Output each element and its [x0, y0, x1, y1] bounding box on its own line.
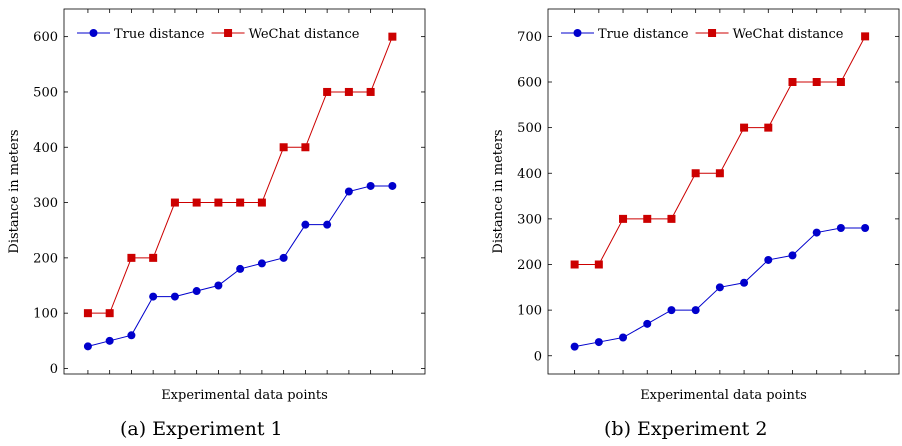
data-point: [366, 181, 375, 190]
y-tick-label: 100: [517, 304, 542, 319]
data-point: [366, 87, 375, 96]
data-point: [214, 198, 223, 207]
data-point: [170, 292, 179, 301]
data-point: [619, 333, 628, 342]
data-point: [323, 87, 332, 96]
data-point: [715, 283, 724, 292]
data-point: [388, 32, 397, 41]
data-point: [105, 309, 114, 318]
data-point: [570, 342, 579, 351]
data-point: [715, 169, 724, 178]
legend-marker: [89, 29, 98, 37]
data-point: [764, 255, 773, 264]
y-axis-label: Distance in meters: [491, 129, 506, 253]
data-point: [643, 214, 652, 223]
data-point: [301, 220, 310, 229]
data-point: [257, 198, 266, 207]
data-point: [667, 306, 676, 315]
y-tick-label: 0: [50, 362, 58, 377]
data-point: [279, 143, 288, 152]
y-tick-label: 0: [534, 349, 542, 364]
data-point: [691, 169, 700, 178]
plot-frame: [63, 8, 426, 375]
series-line: [574, 36, 866, 265]
legend-label: WeChat distance: [733, 27, 844, 42]
data-point: [170, 198, 179, 207]
data-point: [236, 198, 245, 207]
data-point: [594, 260, 603, 269]
data-point: [836, 224, 845, 232]
y-tick-label: 700: [517, 30, 542, 45]
data-point: [861, 32, 870, 41]
legend-marker: [573, 29, 582, 37]
data-point: [344, 187, 353, 196]
series-true-distance: [570, 224, 870, 351]
data-point: [192, 287, 201, 296]
data-point: [83, 309, 92, 318]
data-point: [570, 260, 579, 269]
series-true-distance: [83, 181, 397, 351]
y-tick-label: 300: [517, 212, 542, 227]
data-point: [127, 331, 136, 340]
y-tick-label: 300: [33, 196, 58, 211]
y-tick-label: 500: [33, 85, 58, 100]
data-point: [257, 259, 266, 268]
data-point: [667, 214, 676, 223]
data-point: [788, 251, 797, 260]
data-point: [388, 181, 397, 190]
x-axis-label: Experimental data points: [640, 388, 807, 403]
caption-experiment-1: (a) Experiment 1: [120, 418, 283, 440]
y-tick-label: 600: [517, 76, 542, 91]
plot-frame: [547, 8, 900, 375]
x-axis-label: Experimental data points: [161, 388, 328, 403]
data-point: [619, 214, 628, 223]
data-point: [594, 338, 603, 347]
data-point: [812, 78, 821, 86]
legend: True distance WeChat distance: [561, 27, 844, 42]
data-point: [344, 87, 353, 96]
series-wechat-distance: [83, 32, 397, 318]
chart-2: 0 100 200 300 400 500 600 700 Experimental data …: [491, 8, 900, 403]
data-point: [214, 281, 223, 290]
y-tick-label: 100: [33, 307, 58, 322]
data-point: [812, 228, 821, 237]
data-point: [192, 198, 201, 207]
series-wechat-distance: [570, 32, 870, 269]
legend: True distance WeChat distance: [77, 27, 360, 42]
chart-1: 0 100 200 300 400 500 600 Experimental data poi…: [7, 8, 426, 403]
data-point: [740, 278, 749, 287]
data-point: [236, 264, 245, 273]
y-tick-label: 600: [33, 30, 58, 45]
caption-experiment-2: (b) Experiment 2: [604, 418, 768, 440]
data-point: [149, 292, 158, 301]
data-point: [764, 123, 773, 132]
data-point: [643, 319, 652, 328]
data-point: [105, 336, 114, 345]
y-tick-label: 400: [517, 167, 542, 182]
data-point: [836, 78, 845, 86]
data-point: [740, 123, 749, 132]
y-tick-label: 400: [33, 141, 58, 156]
legend-marker: [224, 29, 233, 37]
data-point: [279, 253, 288, 262]
legend-marker: [708, 29, 717, 37]
data-point: [861, 224, 870, 232]
data-point: [149, 253, 158, 262]
y-tick-label: 500: [517, 121, 542, 136]
data-point: [788, 78, 797, 86]
y-axis-label: Distance in meters: [7, 129, 22, 253]
data-point: [691, 306, 700, 315]
data-point: [127, 253, 136, 262]
legend-label: WeChat distance: [249, 27, 360, 42]
legend-label: True distance: [114, 27, 205, 42]
data-point: [323, 220, 332, 229]
data-point: [301, 143, 310, 152]
legend-label: True distance: [598, 27, 689, 42]
y-tick-label: 200: [33, 251, 58, 266]
y-tick-label: 200: [517, 258, 542, 273]
data-point: [83, 342, 92, 351]
